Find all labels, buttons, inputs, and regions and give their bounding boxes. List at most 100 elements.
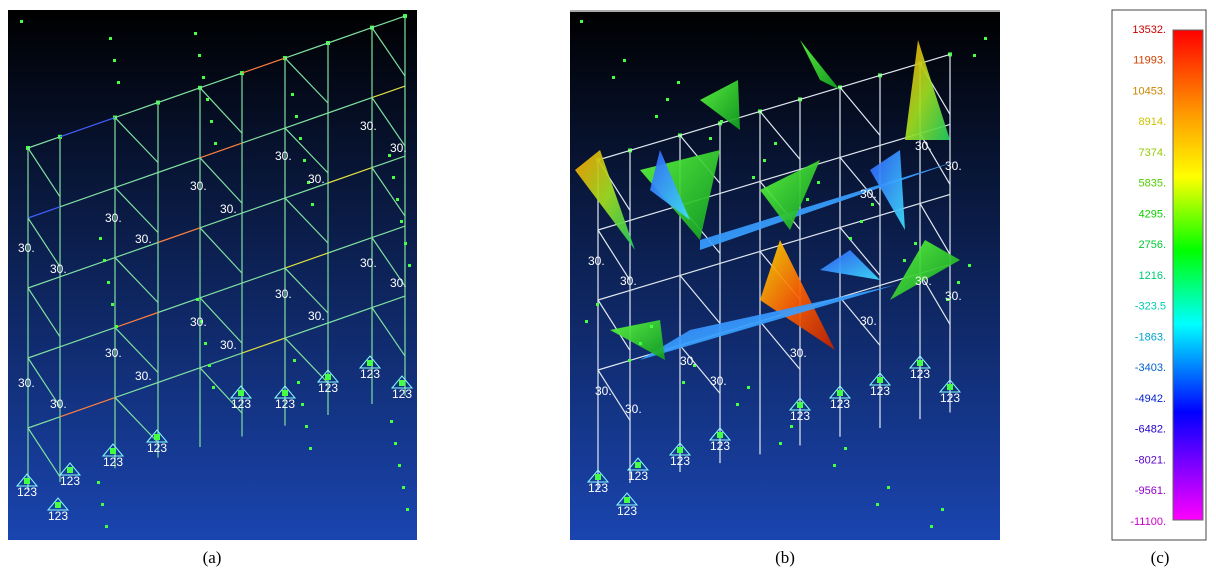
support-node	[110, 448, 116, 454]
node-label: 30.	[308, 172, 325, 186]
grid-point	[736, 403, 739, 406]
legend-label: 11993.	[1133, 55, 1166, 67]
grid-point	[973, 54, 976, 57]
support-node	[238, 390, 244, 396]
grid-point	[305, 425, 308, 428]
panel-b-border	[570, 10, 1000, 12]
grid-point	[394, 442, 397, 445]
grid-point	[779, 442, 782, 445]
node-label: 123	[60, 474, 80, 488]
grid-point	[585, 320, 588, 323]
panel-a-view	[8, 10, 417, 540]
node-label: 30.	[915, 274, 932, 288]
node-label: 123	[48, 509, 68, 523]
grid-point	[876, 503, 879, 506]
legend-label: -11100.	[1130, 516, 1166, 528]
grid-point	[398, 464, 401, 467]
node-label: 123	[830, 397, 850, 411]
legend-label: 10453.	[1132, 85, 1166, 97]
grid-point	[984, 37, 987, 40]
node-label: 30.	[50, 262, 67, 276]
grid-point	[208, 364, 211, 367]
grid-point	[666, 98, 669, 101]
grid-point	[196, 298, 199, 301]
grid-point	[293, 359, 296, 362]
node-label: 123	[588, 481, 608, 495]
grid-point	[968, 264, 971, 267]
grid-point	[210, 120, 213, 123]
legend-label: 2756.	[1138, 239, 1166, 251]
node-label: 123	[670, 454, 690, 468]
grid-point	[596, 303, 599, 306]
node-label: 30.	[105, 211, 122, 225]
node-label: 123	[392, 387, 412, 401]
grid-point	[941, 508, 944, 511]
legend-label: -3403.	[1135, 362, 1166, 374]
grid-point	[109, 37, 112, 40]
grid-point	[628, 359, 631, 362]
color-bar	[1173, 30, 1203, 520]
node-label: 30.	[595, 384, 612, 398]
legend-label: -9561.	[1135, 485, 1166, 497]
figure: 30. 30. 30. 30. 30. 30. 30. 30. 30. 30. 30. 30. 30. 3…	[0, 0, 1216, 572]
support-node	[154, 434, 160, 440]
node-label: 123	[318, 381, 338, 395]
node-label: 123	[628, 469, 648, 483]
node-label: 30.	[50, 397, 67, 411]
node-label: 30.	[135, 369, 152, 383]
grid-point	[212, 386, 215, 389]
support-node	[325, 374, 331, 380]
node-label: 123	[360, 367, 380, 381]
grid-point	[390, 420, 393, 423]
node-label: 123	[790, 409, 810, 423]
node-label: 30.	[860, 314, 877, 328]
grid-point	[194, 32, 197, 35]
node-label: 123	[17, 485, 37, 499]
support-node	[917, 360, 923, 366]
node-label: 123	[940, 391, 960, 405]
grid-point	[291, 93, 294, 96]
legend-label: 13532.	[1132, 24, 1166, 36]
node-label: 30.	[945, 289, 962, 303]
node-label: 123	[231, 397, 251, 411]
grid-point	[871, 203, 874, 206]
grid-point	[747, 386, 750, 389]
grid-point	[650, 325, 653, 328]
grid-point	[105, 525, 108, 528]
node-label: 30.	[360, 256, 377, 270]
node-label: 30.	[390, 276, 407, 290]
grid-point	[763, 159, 766, 162]
grid-point	[833, 464, 836, 467]
grid-point	[914, 242, 917, 245]
grid-point	[408, 264, 411, 267]
support-node	[635, 462, 641, 468]
grid-point	[406, 508, 409, 511]
grid-point	[774, 142, 777, 145]
grid-point	[400, 220, 403, 223]
grid-point	[392, 176, 395, 179]
node-label: 30.	[275, 287, 292, 301]
grid-point	[677, 81, 680, 84]
node-label: 30.	[945, 159, 962, 173]
grid-point	[720, 120, 723, 123]
grid-point	[309, 447, 312, 450]
support-node	[595, 474, 601, 480]
grid-point	[299, 137, 302, 140]
node-label: 30.	[275, 149, 292, 163]
support-node	[67, 467, 73, 473]
node-label: 30.	[588, 254, 605, 268]
caption-a: (a)	[203, 548, 222, 567]
grid-point	[623, 59, 626, 62]
grid-point	[844, 447, 847, 450]
node-label: 30.	[190, 179, 207, 193]
grid-point	[806, 198, 809, 201]
grid-point	[297, 381, 300, 384]
legend-label: 1216.	[1138, 270, 1166, 282]
node-label: 30.	[915, 139, 932, 153]
grid-point	[111, 303, 114, 306]
grid-point	[99, 237, 102, 240]
support-node	[55, 502, 61, 508]
grid-point	[639, 342, 642, 345]
node-label: 30.	[790, 346, 807, 360]
legend-label: -323.5	[1135, 301, 1166, 313]
